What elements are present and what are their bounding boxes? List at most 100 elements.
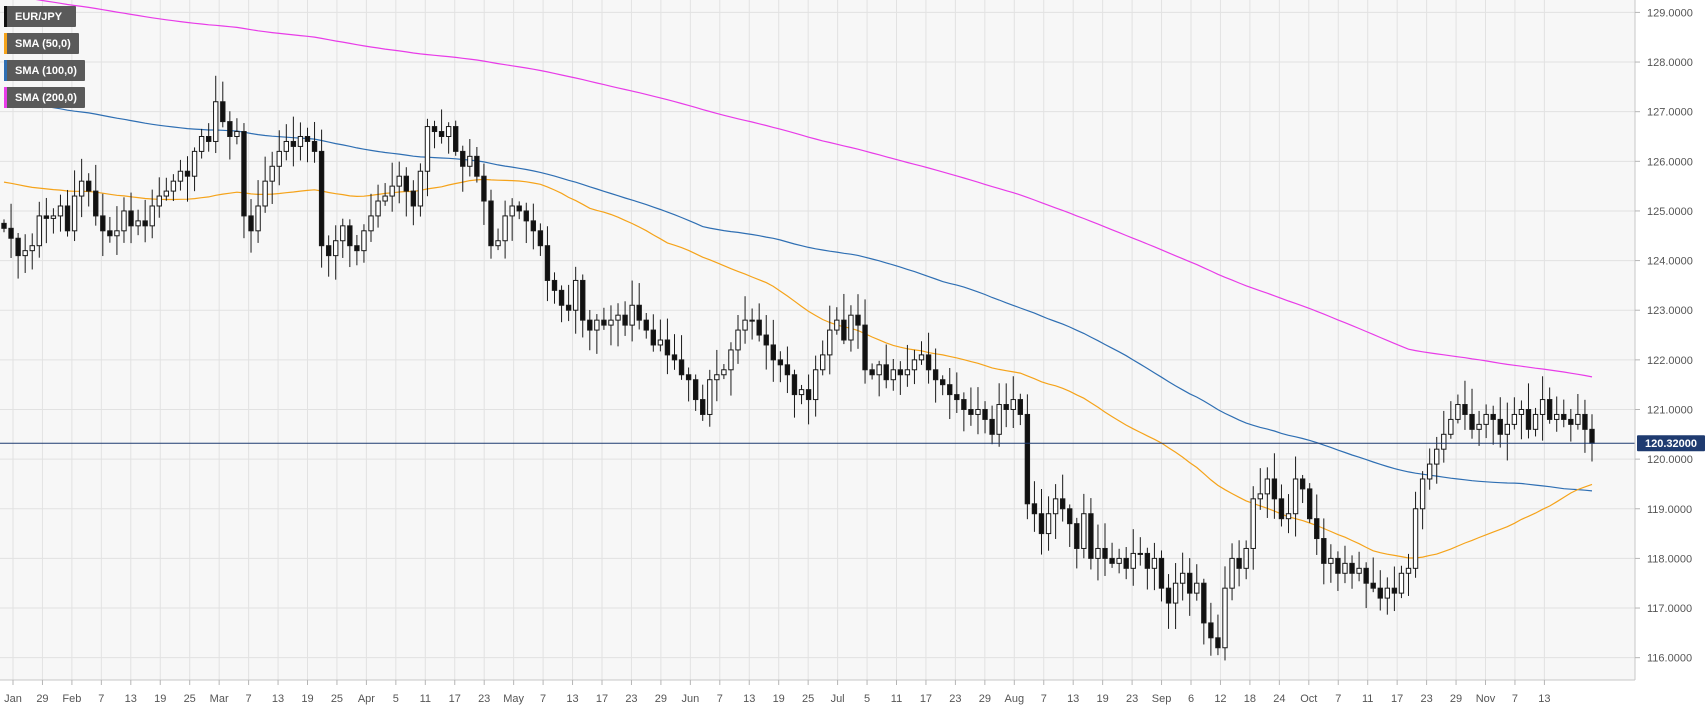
horizontal-grid — [0, 11, 1635, 659]
candle-body-down — [453, 126, 459, 152]
x-tick-label: 7 — [1041, 693, 1047, 705]
candle-body-up — [57, 205, 64, 217]
candle-body-down — [770, 344, 776, 361]
x-tick-label: 23 — [1420, 693, 1432, 705]
candle-body-down — [601, 319, 607, 326]
candle-body-up — [29, 245, 35, 252]
y-tick-label: 117.0000 — [1647, 603, 1692, 615]
candle-body-up — [1434, 448, 1440, 465]
candle-body-down — [883, 364, 889, 381]
candle-body-down — [805, 389, 812, 401]
x-tick-label: 11 — [420, 693, 431, 705]
candle-body-up — [1342, 562, 1348, 574]
candle-body-down — [1031, 503, 1038, 515]
candle-body-down — [636, 304, 642, 321]
candle-body-up — [156, 195, 162, 207]
x-tick-label: 23 — [625, 693, 637, 705]
x-tick-label: 19 — [154, 693, 166, 705]
y-tick-label: 124.0000 — [1647, 256, 1693, 268]
y-tick-label: 119.0000 — [1647, 504, 1692, 516]
candle-body-down — [622, 314, 628, 326]
x-tick-label: Sep — [1152, 693, 1172, 705]
candle-body-up — [234, 131, 240, 137]
x-tick-label: 25 — [802, 693, 814, 705]
candle-body-up — [276, 150, 282, 167]
candle-body-down — [678, 359, 685, 376]
candle-body-up — [177, 170, 184, 182]
x-tick-label: 18 — [1244, 693, 1256, 705]
candle-body-up — [78, 180, 85, 197]
candle-body-up — [890, 369, 896, 381]
candle-body-up — [1554, 413, 1560, 420]
candle-body-down — [1299, 478, 1306, 490]
candle-body-down — [1546, 399, 1553, 420]
candle-body-up — [1532, 413, 1539, 430]
candle-body-up — [749, 319, 755, 322]
candle-body-up — [375, 200, 381, 217]
candle-body-down — [671, 354, 678, 361]
candle-body-up — [361, 230, 367, 252]
candle-body-up — [22, 250, 28, 257]
candle-body-down — [1201, 582, 1207, 624]
candle-body-up — [495, 240, 501, 247]
x-tick-label: 19 — [773, 693, 785, 705]
candle-body-down — [1370, 582, 1376, 589]
candle-body-down — [107, 230, 113, 237]
candle-body-down — [1469, 413, 1475, 430]
candle-body-up — [36, 215, 42, 247]
candle-body-up — [368, 215, 374, 232]
candle-body-down — [664, 339, 671, 356]
candle-body-down — [1589, 428, 1595, 444]
candle-body-down — [64, 205, 71, 232]
x-tick-label: Jun — [681, 693, 699, 705]
candle-body-down — [220, 101, 226, 123]
candle-body-down — [1215, 637, 1221, 649]
candle-body-down — [8, 227, 14, 239]
legend-label: SMA (50,0) — [15, 37, 71, 50]
candles — [1, 75, 1595, 661]
candle-body-up — [1229, 557, 1235, 589]
candle-body-down — [700, 399, 706, 415]
candle-body-up — [714, 374, 720, 381]
candle-body-up — [975, 408, 981, 415]
x-tick-label: 12 — [1214, 693, 1226, 705]
candle-body-up — [213, 101, 219, 142]
candle-body-down — [1236, 557, 1242, 569]
candle-body-up — [1194, 582, 1200, 594]
candle-body-down — [565, 304, 572, 311]
x-tick-label: 17 — [596, 693, 608, 705]
candle-body-down — [925, 354, 932, 371]
vertical-grid — [12, 0, 1545, 680]
y-axis-ticks: 129.0000 128.0000 127.0000 126.0000 125.0000… — [1635, 7, 1693, 665]
candle-body-down — [474, 155, 480, 177]
candle-body-down — [685, 374, 692, 381]
candle-body-down — [1349, 562, 1355, 574]
candle-body-up — [1483, 413, 1489, 425]
candle-body-up — [1476, 423, 1482, 430]
x-tick-label: 17 — [920, 693, 932, 705]
candle-body-up — [876, 364, 882, 376]
candle-body-down — [643, 319, 649, 331]
x-tick-label: 25 — [184, 693, 196, 705]
candle-body-up — [1045, 513, 1052, 535]
candle-body-down — [841, 319, 847, 341]
candle-body-up — [1116, 557, 1122, 564]
x-tick-label: 23 — [478, 693, 490, 705]
candle-body-up — [1257, 493, 1263, 500]
candle-body-down — [325, 245, 332, 257]
candle-body-down — [650, 329, 657, 346]
y-tick-label: 127.0000 — [1647, 107, 1693, 119]
y-tick-label: 118.0000 — [1647, 553, 1692, 565]
candle-body-up — [255, 205, 261, 232]
x-tick-label: Feb — [62, 693, 81, 705]
candle-body-down — [184, 170, 191, 177]
y-tick-label: 121.0000 — [1647, 404, 1693, 416]
x-tick-label: 7 — [540, 693, 546, 705]
price-tag-bg — [1637, 435, 1705, 452]
candle-body-down — [954, 394, 960, 401]
candle-body-up — [71, 195, 78, 232]
candle-body-up — [1405, 567, 1412, 574]
candle-body-down — [1335, 557, 1341, 574]
